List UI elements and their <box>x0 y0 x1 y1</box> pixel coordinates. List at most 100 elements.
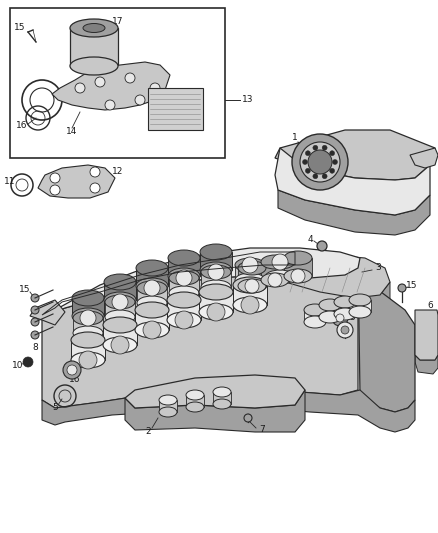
Polygon shape <box>415 310 438 360</box>
Bar <box>186 395 204 407</box>
Circle shape <box>292 134 348 190</box>
Text: 15: 15 <box>14 23 26 33</box>
Circle shape <box>317 241 327 251</box>
Ellipse shape <box>319 311 341 323</box>
Circle shape <box>31 331 39 339</box>
Bar <box>334 302 356 314</box>
Polygon shape <box>42 248 360 318</box>
Circle shape <box>50 185 60 195</box>
Ellipse shape <box>238 261 266 275</box>
Circle shape <box>398 284 406 292</box>
Polygon shape <box>410 148 438 168</box>
Ellipse shape <box>261 255 289 269</box>
Bar <box>73 318 103 333</box>
Polygon shape <box>278 272 390 318</box>
Ellipse shape <box>213 387 231 397</box>
Polygon shape <box>38 165 115 198</box>
Polygon shape <box>278 190 430 235</box>
Circle shape <box>95 77 105 87</box>
Circle shape <box>305 168 311 173</box>
Text: 16: 16 <box>16 122 28 131</box>
Circle shape <box>31 294 39 302</box>
Ellipse shape <box>265 255 295 269</box>
Ellipse shape <box>73 311 103 325</box>
Circle shape <box>313 145 318 150</box>
Text: 8: 8 <box>32 343 38 352</box>
Bar <box>349 300 371 312</box>
Bar <box>148 88 203 130</box>
Text: 16: 16 <box>69 376 81 384</box>
Circle shape <box>322 174 327 179</box>
Bar <box>304 310 326 322</box>
Bar <box>169 278 199 293</box>
Circle shape <box>341 326 349 334</box>
Circle shape <box>105 100 115 110</box>
Bar <box>136 268 168 286</box>
Text: 14: 14 <box>142 286 154 295</box>
Ellipse shape <box>199 284 233 300</box>
Circle shape <box>308 150 332 174</box>
Ellipse shape <box>159 407 177 417</box>
Bar <box>261 262 289 280</box>
Circle shape <box>332 310 348 326</box>
Circle shape <box>90 183 100 193</box>
Ellipse shape <box>334 308 356 320</box>
Ellipse shape <box>334 296 356 308</box>
Ellipse shape <box>137 281 167 295</box>
Circle shape <box>112 294 128 310</box>
Circle shape <box>268 273 282 287</box>
Bar <box>71 340 105 360</box>
Bar <box>201 272 231 287</box>
Text: 15: 15 <box>19 286 31 295</box>
Ellipse shape <box>186 390 204 400</box>
Polygon shape <box>125 375 305 408</box>
Ellipse shape <box>284 269 312 283</box>
Bar <box>238 268 266 286</box>
Bar <box>10 8 225 158</box>
Text: 15: 15 <box>406 280 418 289</box>
Ellipse shape <box>72 308 104 324</box>
Ellipse shape <box>213 399 231 409</box>
Ellipse shape <box>103 317 137 333</box>
Polygon shape <box>278 255 390 298</box>
Bar <box>284 258 312 276</box>
Ellipse shape <box>201 280 231 294</box>
Ellipse shape <box>349 306 371 318</box>
Ellipse shape <box>136 260 168 276</box>
Circle shape <box>80 310 96 326</box>
Circle shape <box>75 83 85 93</box>
Circle shape <box>303 159 307 165</box>
Circle shape <box>322 145 327 150</box>
Circle shape <box>313 174 318 179</box>
Polygon shape <box>30 300 65 325</box>
Circle shape <box>245 279 259 293</box>
Text: 10: 10 <box>12 360 24 369</box>
Polygon shape <box>52 62 170 110</box>
Text: 7: 7 <box>259 425 265 434</box>
Bar <box>159 400 177 412</box>
Circle shape <box>125 73 135 83</box>
Bar <box>200 252 232 270</box>
Ellipse shape <box>137 296 167 310</box>
Bar <box>213 392 231 404</box>
Text: 17: 17 <box>112 18 124 27</box>
Circle shape <box>300 142 340 182</box>
Ellipse shape <box>319 299 341 311</box>
Text: 6: 6 <box>427 302 433 311</box>
Circle shape <box>144 280 160 296</box>
Ellipse shape <box>349 294 371 306</box>
Text: 12: 12 <box>112 167 124 176</box>
Circle shape <box>330 151 335 156</box>
Text: 4: 4 <box>307 236 313 245</box>
Ellipse shape <box>72 290 104 306</box>
Ellipse shape <box>200 244 232 260</box>
Circle shape <box>135 95 145 105</box>
Ellipse shape <box>238 279 266 293</box>
Text: 11: 11 <box>4 177 16 187</box>
Ellipse shape <box>71 352 105 368</box>
Bar <box>103 325 137 345</box>
Ellipse shape <box>104 292 136 308</box>
Bar <box>137 288 167 303</box>
Circle shape <box>244 414 252 422</box>
Text: 14: 14 <box>66 127 78 136</box>
